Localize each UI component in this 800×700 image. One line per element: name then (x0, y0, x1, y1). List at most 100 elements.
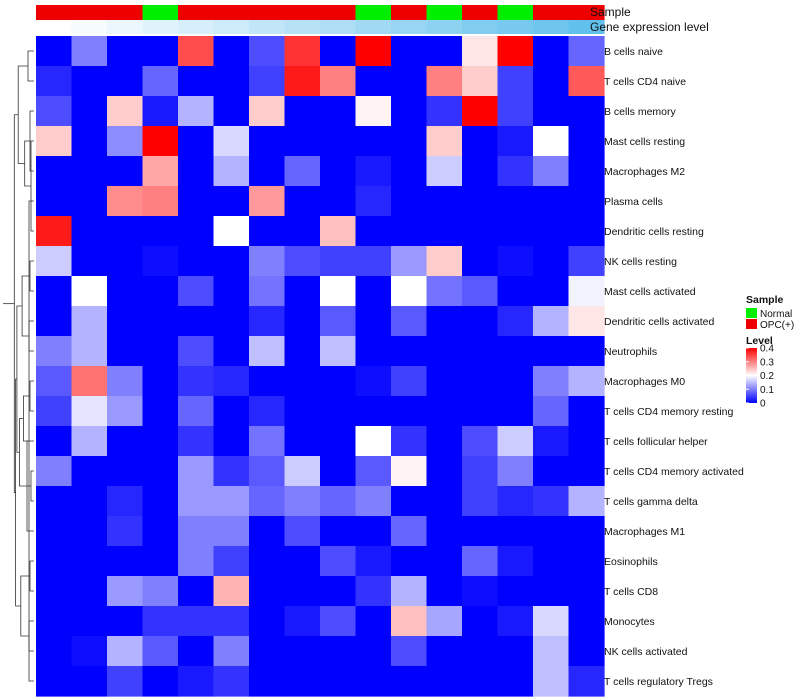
heatmap-cell (320, 666, 357, 697)
heatmap-cell (497, 666, 534, 697)
sample-annotation-cell (284, 5, 321, 20)
dendrogram-branch (27, 50, 34, 82)
heatmap-cell (107, 306, 144, 337)
heatmap-cell (568, 66, 605, 97)
heatmap-cell (213, 96, 250, 127)
heatmap-cell (320, 36, 357, 67)
heatmap-cell (249, 366, 286, 397)
legend-tick-label: 0.4 (760, 344, 774, 355)
heatmap-cell (36, 36, 73, 67)
sample-annotation-cell (249, 5, 286, 20)
heatmap-cell (320, 306, 357, 337)
heatmap-cell (533, 366, 570, 397)
heatmap-cell (320, 456, 357, 487)
legend: Sample Normal OPC(+) Level 0.4 0.3 0.2 0.1 0 (746, 294, 794, 410)
heatmap-cell (426, 216, 463, 247)
dendrogram-branch (29, 260, 34, 292)
heatmap-cell (213, 426, 250, 457)
heatmap-cell (426, 126, 463, 157)
heatmap-cell (497, 246, 534, 277)
heatmap-cell (462, 246, 499, 277)
heatmap-cell (249, 126, 286, 157)
heatmap-cell (213, 66, 250, 97)
sample-annotation-cell (71, 5, 108, 20)
row-label: Mast cells resting (604, 136, 685, 148)
heatmap-cell (568, 276, 605, 307)
heatmap-cell (213, 666, 250, 697)
heatmap-cell (178, 606, 215, 637)
heatmap-cell (142, 186, 179, 217)
sample-annotation-cell (107, 5, 144, 20)
dendrogram-branch (29, 380, 34, 412)
heatmap-cell (36, 486, 73, 517)
heatmap-cell (391, 66, 428, 97)
heatmap-cell (178, 576, 215, 607)
heatmap-cell (533, 276, 570, 307)
row-label: T cells regulatory Tregs (604, 676, 713, 688)
heatmap-cell (107, 246, 144, 277)
heatmap-cell (462, 216, 499, 247)
heatmap-cell (107, 516, 144, 547)
row-label: Macrophages M1 (604, 526, 685, 538)
heatmap-cell (36, 216, 73, 247)
row-label: Dendritic cells resting (604, 226, 704, 238)
heatmap-cell (497, 516, 534, 547)
heatmap-cell (213, 186, 250, 217)
heatmap-cell (533, 636, 570, 667)
heatmap-cell (142, 36, 179, 67)
heatmap-cell (426, 516, 463, 547)
dendrogram-branch (17, 65, 28, 164)
heatmap-cell (249, 396, 286, 427)
legend-swatch-normal (746, 308, 757, 318)
expression-annotation-cell (355, 20, 392, 34)
heatmap-cell (497, 216, 534, 247)
heatmap-cell (36, 246, 73, 277)
heatmap-cell (320, 216, 357, 247)
expression-annotation-cell (497, 20, 534, 34)
row-label: NK cells activated (604, 646, 688, 658)
heatmap-cell (71, 486, 108, 517)
heatmap-cell (142, 396, 179, 427)
dendrogram-branch (29, 560, 34, 592)
heatmap-cell (36, 186, 73, 217)
heatmap-cell (71, 636, 108, 667)
heatmap-cell (497, 486, 534, 517)
heatmap-cell (71, 396, 108, 427)
heatmap-cell (355, 486, 392, 517)
sample-annotation-cell (355, 5, 392, 20)
heatmap-cell (355, 276, 392, 307)
row-label: Eosinophils (604, 556, 658, 568)
heatmap-cell (71, 216, 108, 247)
heatmap-cell (213, 606, 250, 637)
heatmap-cell (284, 156, 321, 187)
heatmap-cell (107, 186, 144, 217)
heatmap-cell (107, 36, 144, 67)
heatmap-cell (462, 96, 499, 127)
heatmap-cell (320, 96, 357, 127)
heatmap-cell (71, 156, 108, 187)
heatmap-cell (71, 96, 108, 127)
heatmap-cell (568, 486, 605, 517)
heatmap-cell (36, 576, 73, 607)
heatmap-cell (391, 186, 428, 217)
heatmap-cell (320, 576, 357, 607)
legend-colorbar (746, 348, 757, 403)
row-label: B cells memory (604, 106, 677, 118)
heatmap-cell (249, 66, 286, 97)
heatmap-cell (462, 516, 499, 547)
heatmap-cell (355, 96, 392, 127)
heatmap-cell (36, 366, 73, 397)
heatmap-cell (568, 156, 605, 187)
heatmap-cell (355, 156, 392, 187)
heatmap-cell (36, 456, 73, 487)
heatmap-cell (107, 366, 144, 397)
heatmap-cell (71, 576, 108, 607)
heatmap-cell (71, 546, 108, 577)
heatmap-cell (284, 426, 321, 457)
heatmap-cell (426, 66, 463, 97)
sample-annotation-cell (142, 5, 179, 20)
heatmap-cell (462, 576, 499, 607)
heatmap-cell (533, 156, 570, 187)
heatmap-cell (178, 456, 215, 487)
row-label: Neutrophils (604, 346, 657, 358)
